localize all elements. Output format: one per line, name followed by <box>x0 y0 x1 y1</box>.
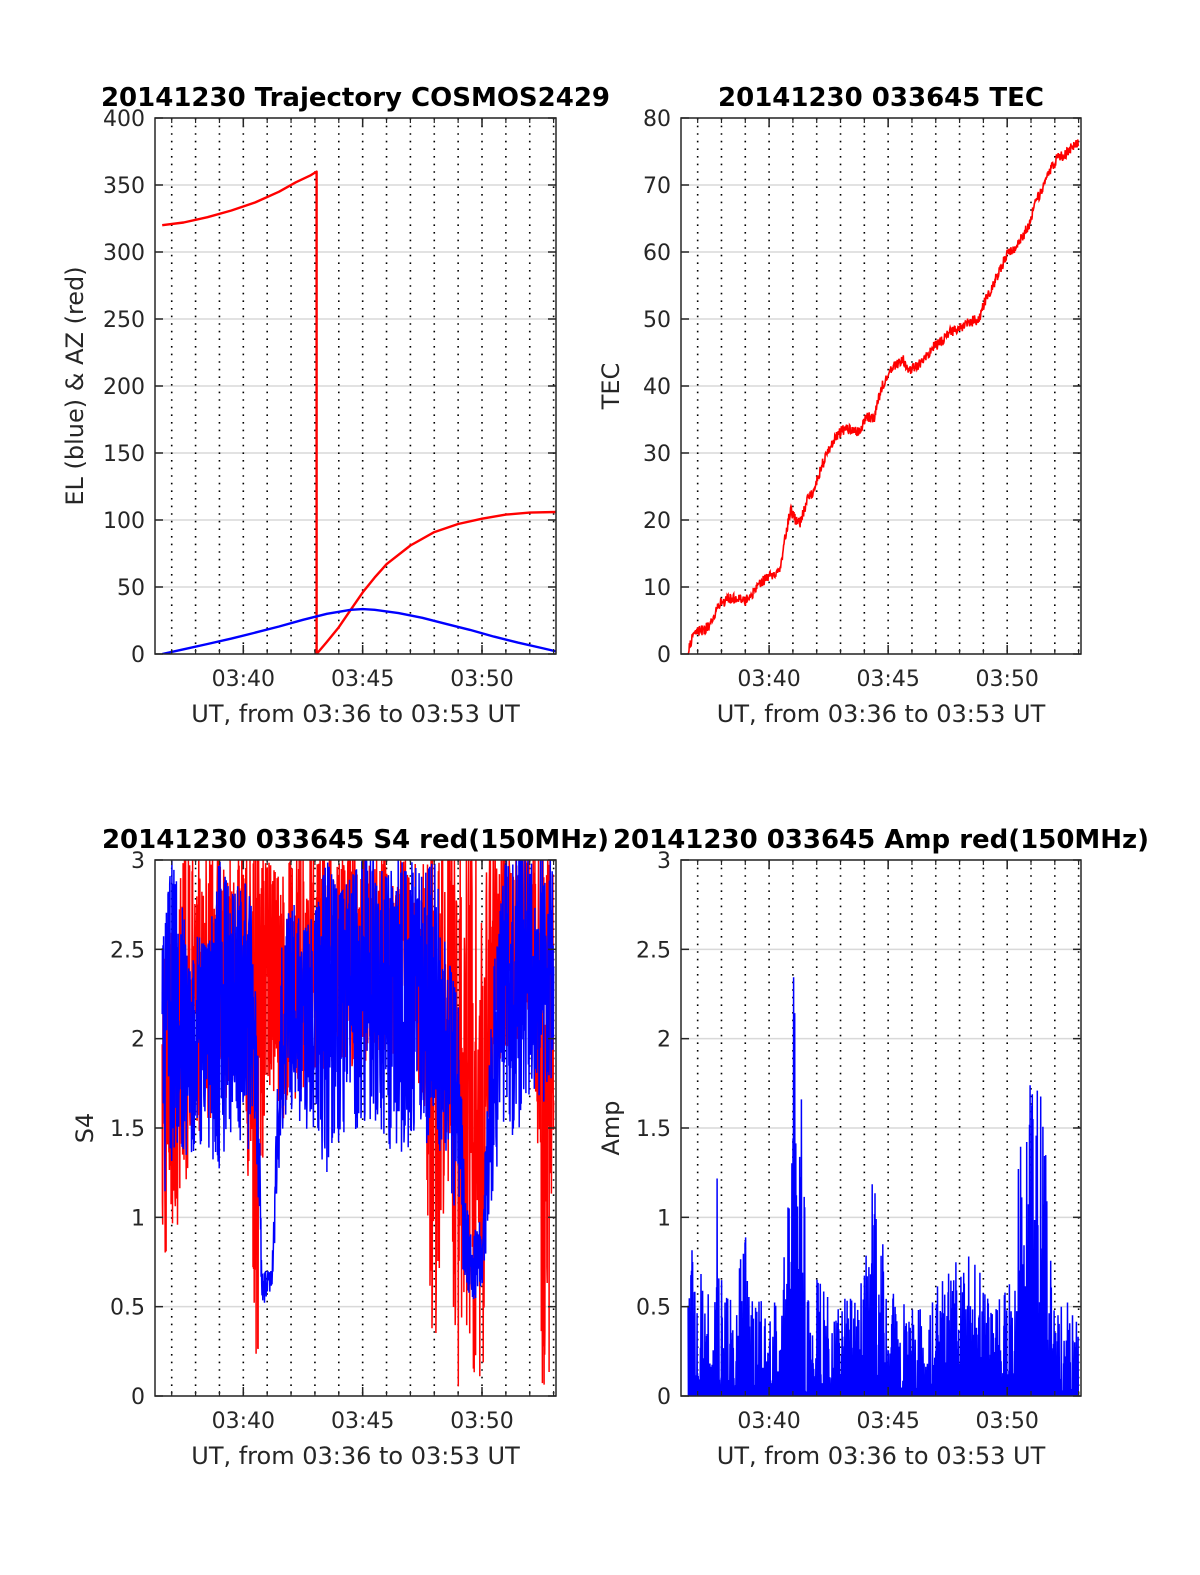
panel-s4-title: 20141230 033645 S4 red(150MHz) <box>102 825 609 855</box>
panel-trajectory-ylabel: EL (blue) & AZ (red) <box>61 266 89 505</box>
panel-tec-grid <box>681 117 1081 655</box>
s4-ytick-label-1: 0.5 <box>110 1296 145 1321</box>
panel-tec-ticks: 03:40 03:45 03:50 0 10 20 30 40 50 60 70 80 <box>643 107 1081 692</box>
s4-xtick-label-2: 03:50 <box>450 1409 513 1434</box>
amp-series-blue <box>687 977 1080 1396</box>
amp-ytick-label-4: 2 <box>657 1028 671 1053</box>
panel-tec-series <box>687 139 1080 654</box>
panel-amp-ticks: 03:40 03:45 03:50 0 0.5 1 1.5 2 2.5 3 <box>636 849 1081 1434</box>
trajectory-ytick-label-6: 300 <box>103 241 145 266</box>
panel-s4-ylabel: S4 <box>71 1113 99 1144</box>
panel-s4-series <box>161 860 555 1387</box>
trajectory-ytick-label-3: 150 <box>103 442 145 467</box>
amp-xtick-label-0: 03:40 <box>737 1409 800 1434</box>
trajectory-ytick-label-7: 350 <box>103 174 145 199</box>
amp-xtick-label-1: 03:45 <box>856 1409 919 1434</box>
amp-xtick-label-2: 03:50 <box>975 1409 1038 1434</box>
panel-amp-xlabel: UT, from 03:36 to 03:53 UT <box>717 1442 1046 1470</box>
panel-s4: 03:40 03:45 03:50 0 0.5 1 1.5 2 2.5 3 20141230 03… <box>71 825 609 1470</box>
trajectory-xtick-label-2: 03:50 <box>450 667 513 692</box>
s4-ytick-label-4: 2 <box>131 1028 145 1053</box>
tec-ytick-label-5: 50 <box>643 308 671 333</box>
panel-trajectory-xlabel: UT, from 03:36 to 03:53 UT <box>191 700 520 728</box>
tec-ytick-label-4: 40 <box>643 375 671 400</box>
s4-ytick-label-0: 0 <box>131 1385 145 1410</box>
panel-s4-xlabel: UT, from 03:36 to 03:53 UT <box>191 1442 520 1470</box>
panel-trajectory-series <box>161 170 556 654</box>
trajectory-xtick-label-1: 03:45 <box>331 667 394 692</box>
s4-ytick-label-2: 1 <box>131 1206 145 1231</box>
amp-ytick-label-0: 0 <box>657 1385 671 1410</box>
trajectory-ytick-label-8: 400 <box>103 107 145 132</box>
panel-trajectory-ticks: 03:40 03:45 03:50 0 50 100 150 200 250 300 350 400 <box>103 107 556 692</box>
tec-ytick-label-8: 80 <box>643 107 671 132</box>
tec-xtick-label-2: 03:50 <box>975 667 1038 692</box>
panel-tec: 03:40 03:45 03:50 0 10 20 30 40 50 60 70 80 2014123… <box>597 83 1082 728</box>
tec-ytick-label-3: 30 <box>643 442 671 467</box>
panel-s4-ticks: 03:40 03:45 03:50 0 0.5 1 1.5 2 2.5 3 <box>110 849 556 1434</box>
trajectory-series-blue <box>161 607 556 654</box>
trajectory-xtick-label-0: 03:40 <box>212 667 275 692</box>
trajectory-ytick-label-4: 200 <box>103 375 145 400</box>
panel-trajectory-title: 20141230 Trajectory COSMOS2429 <box>101 83 610 113</box>
trajectory-ytick-label-5: 250 <box>103 308 145 333</box>
panel-tec-xlabel: UT, from 03:36 to 03:53 UT <box>717 700 1046 728</box>
s4-series-blue <box>161 860 555 1303</box>
panel-amp: 03:40 03:45 03:50 0 0.5 1 1.5 2 2.5 3 20141230 03… <box>597 825 1149 1470</box>
trajectory-ytick-label-0: 0 <box>131 643 145 668</box>
trajectory-ytick-label-2: 100 <box>103 509 145 534</box>
trajectory-series-red <box>162 170 556 654</box>
panel-tec-title: 20141230 033645 TEC <box>718 83 1044 113</box>
amp-ytick-label-5: 2.5 <box>636 938 671 963</box>
panel-trajectory-grid <box>155 117 556 655</box>
trajectory-ytick-label-1: 50 <box>117 576 145 601</box>
amp-ytick-label-2: 1 <box>657 1206 671 1231</box>
panel-tec-ylabel: TEC <box>597 363 625 411</box>
tec-ytick-label-6: 60 <box>643 241 671 266</box>
tec-series-red <box>687 139 1080 654</box>
tec-ytick-label-0: 0 <box>657 643 671 668</box>
tec-xtick-label-1: 03:45 <box>856 667 919 692</box>
tec-ytick-label-7: 70 <box>643 174 671 199</box>
amp-ytick-label-3: 1.5 <box>636 1117 671 1142</box>
amp-ytick-label-6: 3 <box>657 849 671 874</box>
s4-ytick-label-5: 2.5 <box>110 938 145 963</box>
tec-ytick-label-1: 10 <box>643 576 671 601</box>
panel-amp-series <box>687 977 1080 1396</box>
panel-trajectory: 03:40 03:45 03:50050100150200250300350400 … <box>61 83 610 728</box>
s4-ytick-label-3: 1.5 <box>110 1117 145 1142</box>
s4-xtick-label-1: 03:45 <box>331 1409 394 1434</box>
tec-ytick-label-2: 20 <box>643 509 671 534</box>
panel-amp-ylabel: Amp <box>597 1100 625 1155</box>
s4-xtick-label-0: 03:40 <box>212 1409 275 1434</box>
tec-xtick-label-0: 03:40 <box>737 667 800 692</box>
amp-ytick-label-1: 0.5 <box>636 1296 671 1321</box>
panel-amp-title: 20141230 033645 Amp red(150MHz) <box>613 825 1149 855</box>
s4-ytick-label-6: 3 <box>131 849 145 874</box>
